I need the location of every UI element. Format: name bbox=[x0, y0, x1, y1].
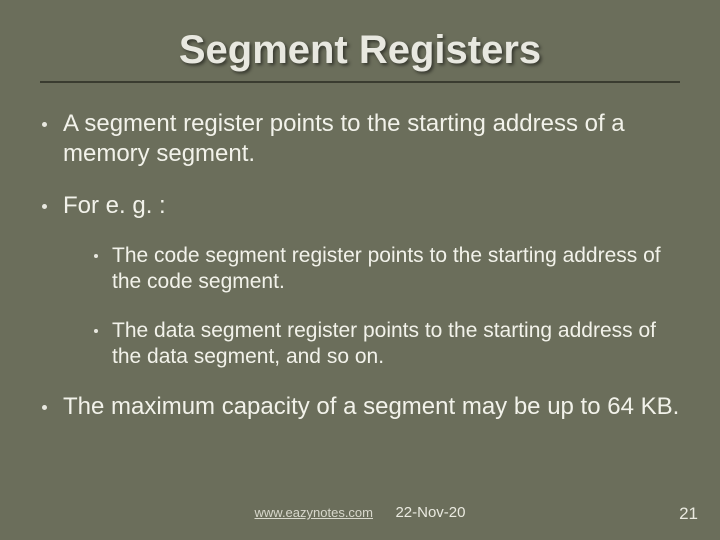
bullet-item: For e. g. : bbox=[40, 191, 680, 221]
bullet-dot-icon bbox=[42, 122, 47, 127]
bullet-text: The maximum capacity of a segment may be… bbox=[63, 392, 679, 422]
bullet-text: A segment register points to the startin… bbox=[63, 109, 680, 169]
slide-title: Segment Registers bbox=[40, 28, 680, 81]
bullet-sub-item: The code segment register points to the … bbox=[94, 243, 680, 296]
slide-footer: www.eazynotes.com 22-Nov-20 bbox=[0, 504, 720, 522]
page-number: 21 bbox=[679, 504, 698, 524]
bullet-dot-icon bbox=[42, 204, 47, 209]
bullet-dot-icon bbox=[94, 329, 98, 333]
bullet-text: The code segment register points to the … bbox=[112, 243, 680, 296]
bullet-item: A segment register points to the startin… bbox=[40, 109, 680, 169]
bullet-dot-icon bbox=[42, 405, 47, 410]
footer-date: 22-Nov-20 bbox=[395, 504, 465, 521]
title-underline bbox=[40, 81, 680, 83]
bullet-item: The maximum capacity of a segment may be… bbox=[40, 392, 680, 422]
bullet-sub-item: The data segment register points to the … bbox=[94, 318, 680, 371]
bullet-text: The data segment register points to the … bbox=[112, 318, 680, 371]
bullet-dot-icon bbox=[94, 254, 98, 258]
bullet-text: For e. g. : bbox=[63, 191, 166, 221]
footer-site: www.eazynotes.com bbox=[255, 505, 374, 520]
slide: Segment Registers A segment register poi… bbox=[0, 0, 720, 540]
